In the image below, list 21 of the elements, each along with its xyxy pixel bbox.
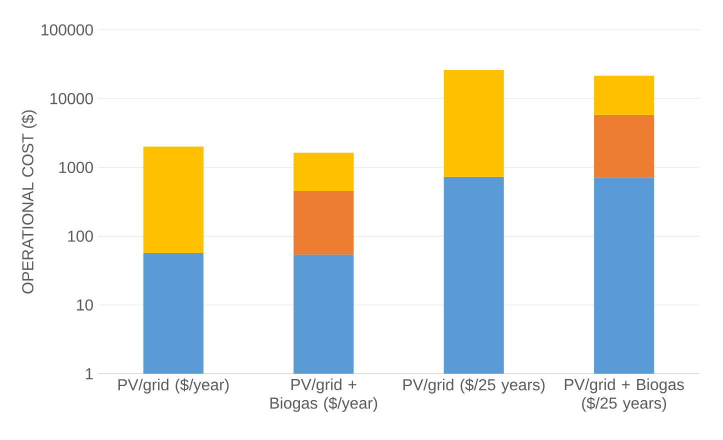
x-tick-label: PV/grid ($/25 years) xyxy=(403,378,545,394)
bar xyxy=(444,70,504,177)
bar xyxy=(294,191,354,255)
bar xyxy=(444,176,504,374)
bar xyxy=(294,152,354,192)
y-tick-label: 100 xyxy=(68,230,93,242)
x-tick-label: PV/grid ($/year) xyxy=(118,378,229,394)
bar xyxy=(294,254,354,374)
y-tick-label: 1000 xyxy=(59,162,93,174)
y-axis-title: OPERATIONAL COST ($) xyxy=(21,110,37,294)
y-tick-label: 10000 xyxy=(50,93,93,104)
x-tick-label: PV/grid + Biogas ($/25 years) xyxy=(564,378,684,412)
bar xyxy=(594,178,654,374)
bar xyxy=(594,76,654,115)
y-tick-label: 100000 xyxy=(42,24,93,36)
y-tick-label: 1 xyxy=(86,368,93,380)
bar xyxy=(594,114,654,178)
bar xyxy=(143,253,204,374)
x-tick-label: PV/grid + Biogas ($/year) xyxy=(270,378,378,412)
bar xyxy=(143,146,204,254)
y-tick-label: 10 xyxy=(77,299,93,311)
